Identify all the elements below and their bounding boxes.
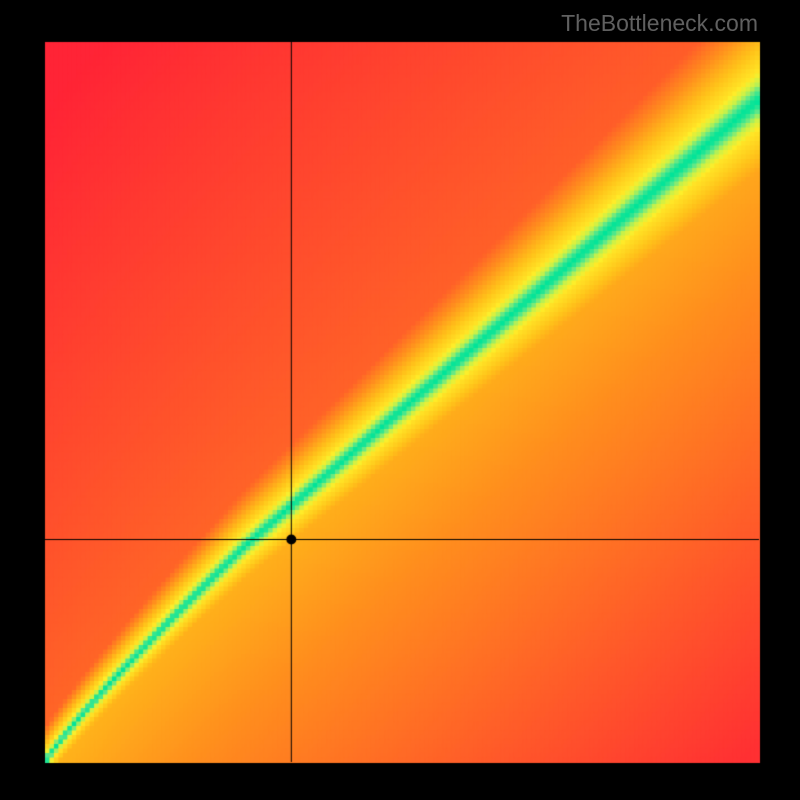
heatmap-plot <box>0 0 800 800</box>
watermark-label: TheBottleneck.com <box>561 10 758 37</box>
